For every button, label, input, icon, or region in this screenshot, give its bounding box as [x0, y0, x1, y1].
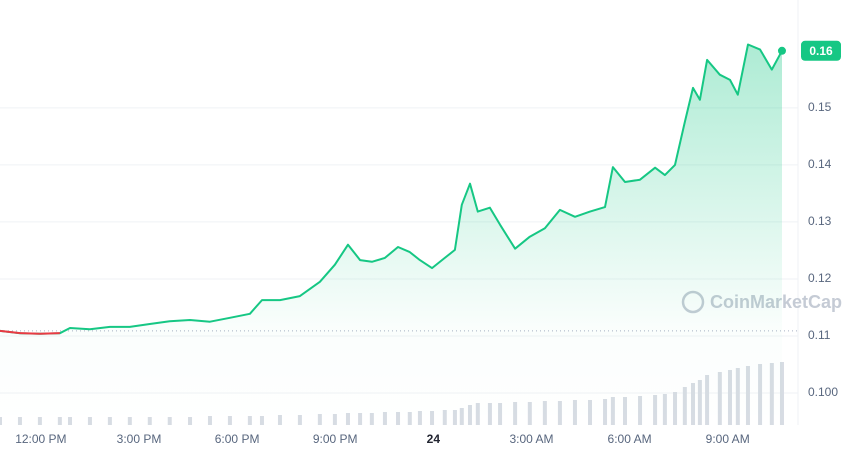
x-tick-label: 6:00 PM: [215, 432, 260, 446]
y-tick-label: 0.11: [808, 328, 831, 342]
x-tick-label: 9:00 AM: [706, 432, 750, 446]
price-line-below: [39, 332, 60, 335]
price-badge-label: 0.16: [809, 44, 833, 58]
price-line-below: [0, 329, 21, 335]
x-tick-label: 6:00 AM: [608, 432, 652, 446]
x-tick-label: 12:00 PM: [15, 432, 66, 446]
price-area: [0, 44, 782, 425]
price-badge: [801, 40, 841, 61]
x-tick-label: 3:00 PM: [117, 432, 162, 446]
price-line: [0, 43, 783, 335]
y-tick-label: 0.15: [808, 100, 832, 114]
price-line-below: [19, 332, 40, 335]
y-tick-label: 0.13: [808, 214, 832, 228]
x-tick-label: 9:00 PM: [313, 432, 358, 446]
x-tick-label: 3:00 AM: [509, 432, 553, 446]
last-point: [777, 46, 786, 55]
y-tick-label: 0.12: [808, 271, 832, 285]
y-tick-label: 0.14: [808, 157, 832, 171]
y-tick-label: 0.100: [808, 385, 838, 399]
x-tick-label: 24: [427, 432, 441, 446]
